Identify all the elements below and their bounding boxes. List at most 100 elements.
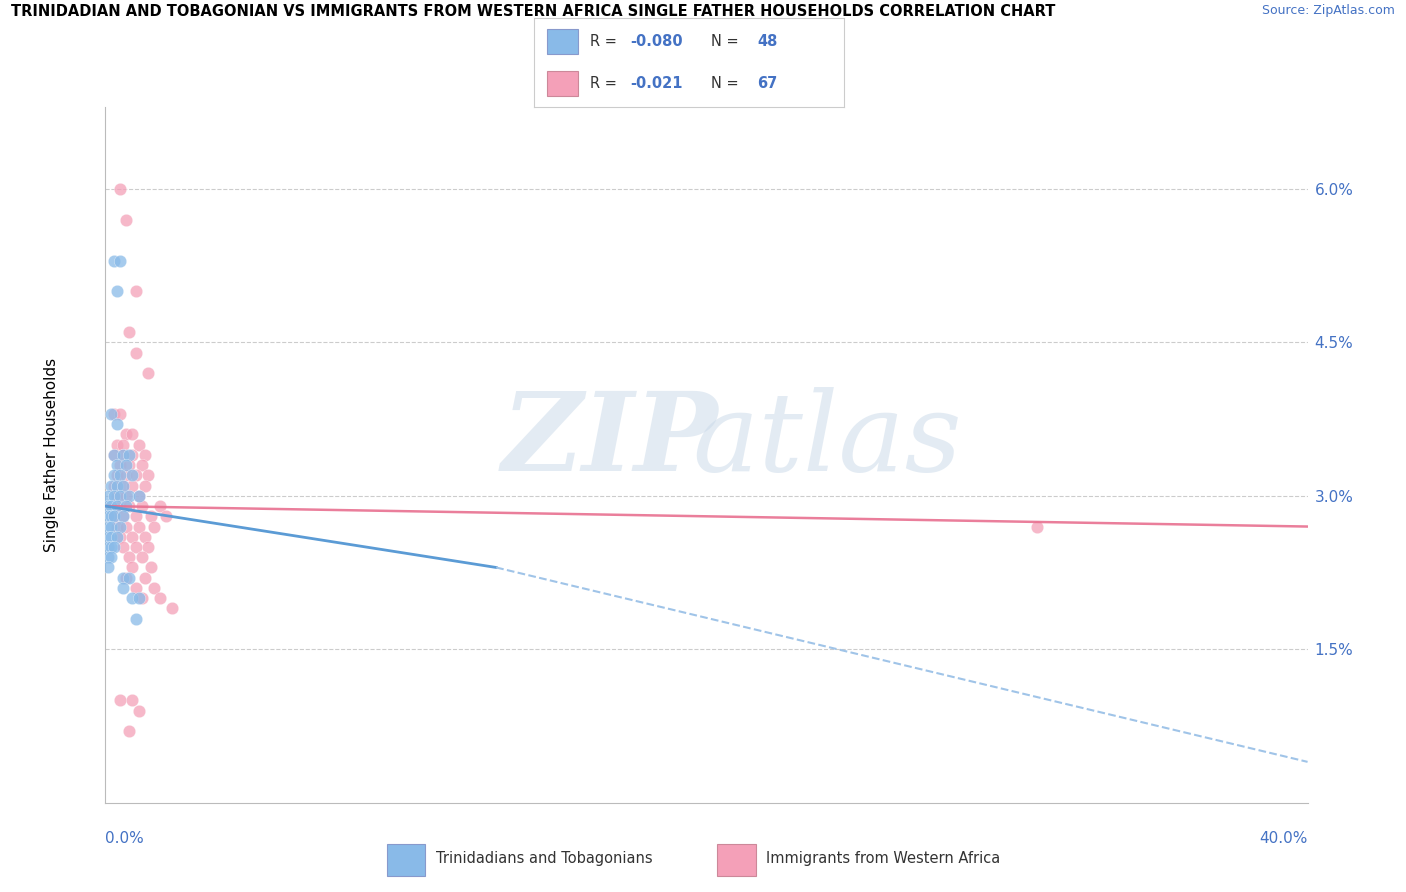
Point [97,540,120,554]
Point [121,560,143,574]
Point [112,581,135,595]
Point [107,468,129,483]
Point [107,438,129,452]
FancyBboxPatch shape [547,29,578,54]
Point [103,540,125,554]
Point [142,519,165,533]
Point [112,540,135,554]
Text: -0.021: -0.021 [630,77,683,91]
Point [118,550,141,565]
Point [100,499,122,513]
Point [103,468,125,483]
Text: -0.080: -0.080 [630,34,683,48]
Text: R =: R = [591,34,621,48]
Point [121,468,143,483]
Point [139,509,162,524]
Point [107,284,129,298]
Point [115,427,138,442]
Point [97,489,120,503]
Point [124,540,146,554]
Point [115,519,138,533]
Point [121,693,143,707]
Point [148,499,170,513]
Point [107,458,129,472]
Text: 0.0%: 0.0% [105,830,145,846]
Point [128,704,150,718]
Text: TRINIDADIAN AND TOBAGONIAN VS IMMIGRANTS FROM WESTERN AFRICA SINGLE FATHER HOUSE: TRINIDADIAN AND TOBAGONIAN VS IMMIGRANTS… [11,4,1056,20]
Point [128,591,150,606]
Point [148,591,170,606]
Point [128,438,150,452]
Point [142,581,165,595]
Text: Immigrants from Western Africa: Immigrants from Western Africa [766,851,1001,866]
Point [131,550,153,565]
Point [131,499,153,513]
Text: N =: N = [710,34,742,48]
Point [97,530,120,544]
Point [97,509,120,524]
Text: 67: 67 [756,77,778,91]
FancyBboxPatch shape [387,844,425,876]
Point [115,468,138,483]
FancyBboxPatch shape [547,71,578,96]
Point [112,478,135,492]
Point [136,468,159,483]
Point [103,509,125,524]
Point [103,407,125,421]
Point [124,509,146,524]
Point [107,478,129,492]
Point [121,427,143,442]
Point [103,448,125,462]
Point [115,499,138,513]
Point [100,530,122,544]
Point [134,448,156,462]
Point [131,458,153,472]
Text: Source: ZipAtlas.com: Source: ZipAtlas.com [1261,4,1395,18]
Text: 40.0%: 40.0% [1260,830,1308,846]
Text: ZIP: ZIP [502,387,718,495]
Point [136,366,159,380]
Point [100,509,122,524]
Point [110,407,132,421]
Point [160,601,183,615]
Point [124,581,146,595]
Point [118,571,141,585]
Text: N =: N = [710,77,742,91]
Point [118,325,141,339]
Point [103,253,125,268]
Point [112,509,135,524]
Point [110,182,132,196]
Point [103,509,125,524]
Point [124,468,146,483]
Point [110,499,132,513]
Point [1026,519,1049,533]
Point [121,448,143,462]
Point [155,509,177,524]
Point [112,438,135,452]
Point [118,458,141,472]
Point [110,519,132,533]
Point [115,571,138,585]
Point [110,693,132,707]
Point [110,253,132,268]
Point [131,591,153,606]
Point [136,540,159,554]
Point [124,612,146,626]
Point [128,519,150,533]
Point [112,448,135,462]
Point [139,560,162,574]
Text: Single Father Households: Single Father Households [44,358,59,552]
Text: Trinidadians and Tobagonians: Trinidadians and Tobagonians [436,851,652,866]
Point [103,489,125,503]
Point [100,550,122,565]
Text: R =: R = [591,77,621,91]
Point [134,530,156,544]
Point [97,499,120,513]
Point [118,489,141,503]
Point [112,571,135,585]
Point [134,478,156,492]
Point [128,489,150,503]
Point [107,417,129,432]
Point [107,519,129,533]
Point [100,540,122,554]
